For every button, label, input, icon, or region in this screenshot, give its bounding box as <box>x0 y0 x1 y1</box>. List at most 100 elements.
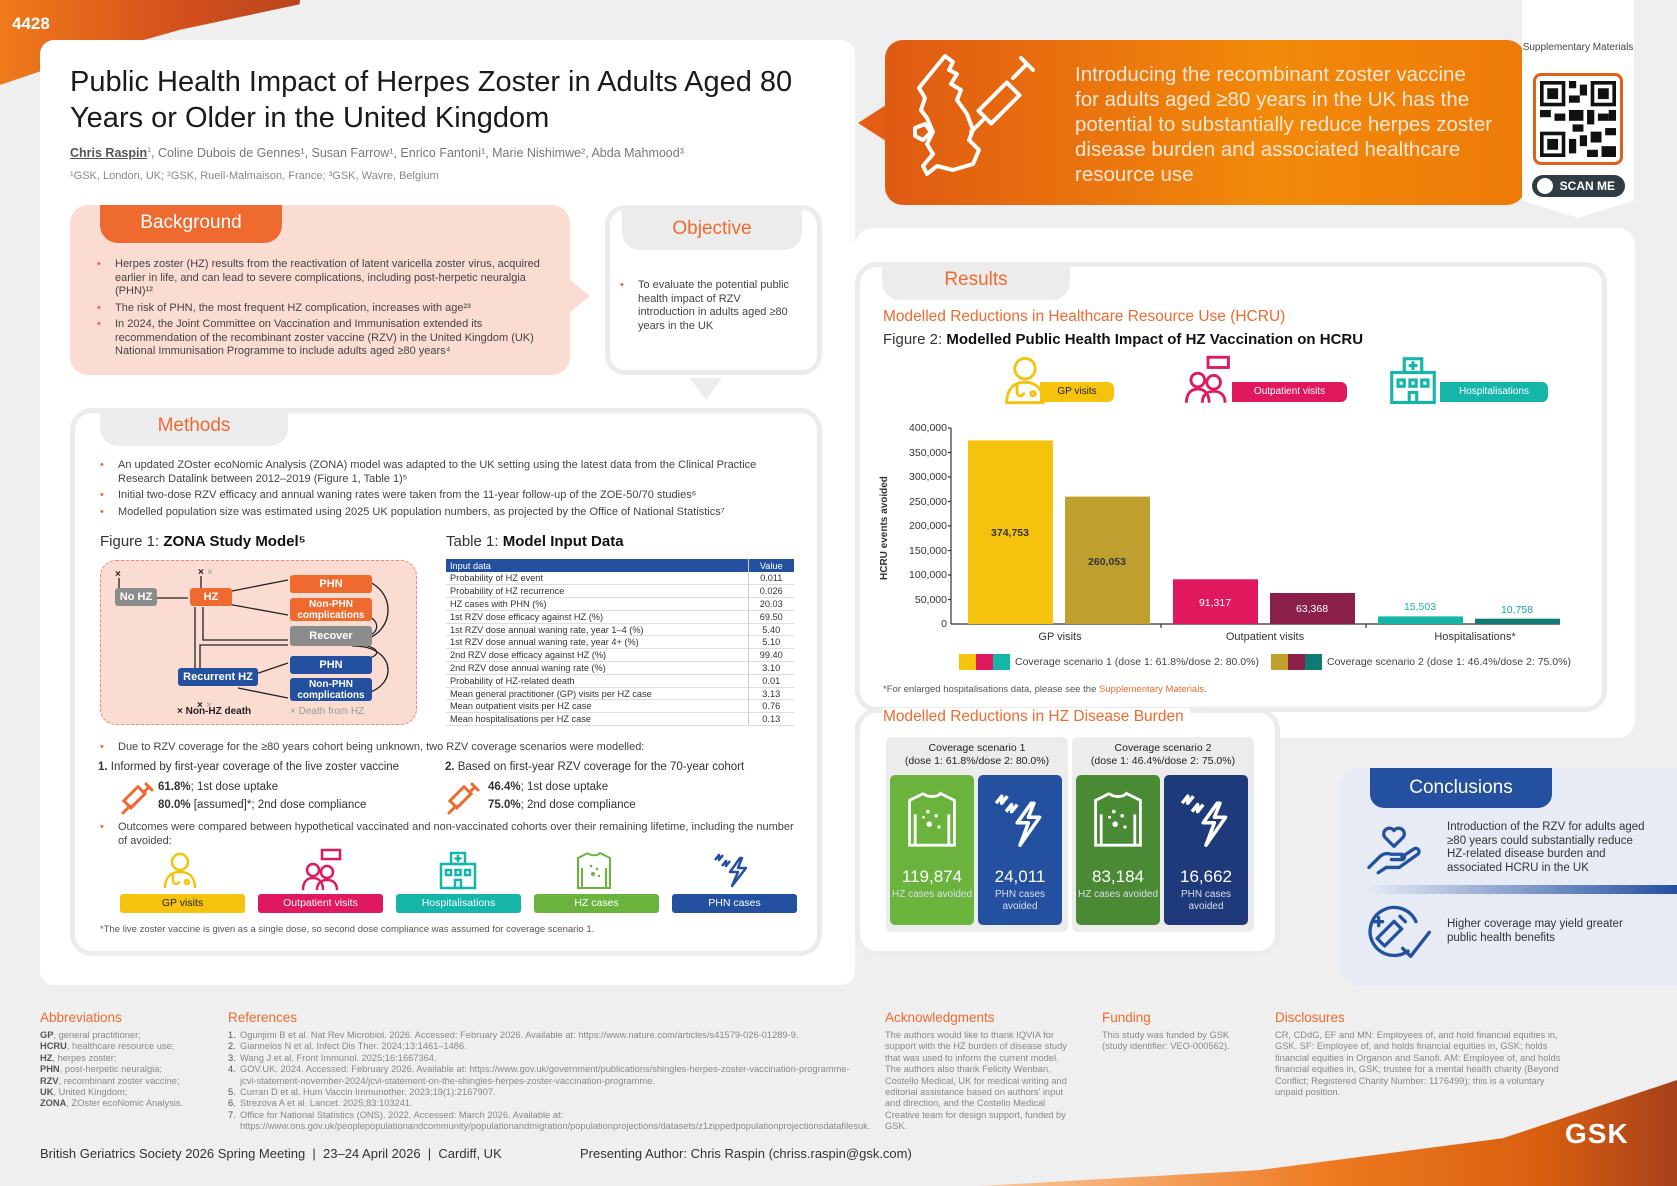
abbreviations-list: GP, general practitioner; HCRU, healthca… <box>40 1030 184 1109</box>
syringe-check-icon <box>1368 905 1431 958</box>
reference-item: 5. Curran D et al. Hum Vaccin Immunother.… <box>228 1087 496 1098</box>
objective-pointer <box>690 378 722 400</box>
scenario-2-dose-2: 75.0%; 2nd dose compliance <box>488 799 636 811</box>
references-list: 1. Ogunjimi B et al. Nat Rev Microbiol. 2… <box>228 1030 870 1133</box>
legend-scenario-2: Coverage scenario 2 (dose 1: 46.4%/dose … <box>1326 656 1571 668</box>
bar-gp-scenario-1 <box>968 440 1053 624</box>
references-heading: References <box>228 1010 298 1025</box>
presenting-author[interactable]: Chris Raspin <box>70 146 148 160</box>
background-bullet: Herpes zoster (HZ) results from the reac… <box>95 258 545 299</box>
conclusions-heading: Conclusions <box>1370 768 1552 808</box>
data-label: 63,368 <box>1295 603 1329 615</box>
data-label: 260,053 <box>1088 556 1126 568</box>
results-heading: Results <box>882 262 1070 300</box>
reference-item: 3. Wang J et al. Front Immunol. 2025;16:1… <box>228 1052 437 1063</box>
methods-footnote: *The live zoster vaccine is given as a s… <box>100 924 595 935</box>
x-axis-category: Hospitalisations* <box>1434 631 1516 643</box>
badge-outpatient-visits: Outpatient visits <box>1232 382 1347 402</box>
hcru-heading: Modelled Reductions in Healthcare Resour… <box>883 308 1286 325</box>
table-row: Mean outpatient visits per HZ case 0.76 <box>446 699 794 714</box>
hz-cases-value: 83,184 <box>1092 867 1144 886</box>
doctor-icon <box>163 852 197 889</box>
hospital-icon <box>439 851 477 890</box>
patients-icon <box>1184 355 1230 403</box>
conference-info: British Geriatrics Society 2026 Spring M… <box>40 1146 502 1161</box>
scan-me-button[interactable]: SCAN ME <box>1532 175 1625 197</box>
qr-code-icon <box>1540 81 1616 157</box>
hospital-icon <box>1390 357 1436 405</box>
lightning-pain-icon <box>994 794 1042 847</box>
y-axis-ticks: 400,000 350,000 300,000 250,000 200,000 … <box>909 422 947 630</box>
methods-bullet: An updated ZOster ecoNomic Analysis (ZON… <box>98 459 798 486</box>
reference-item: 2. Giannelos N et al. Infect Dis Ther. 20… <box>228 1041 467 1052</box>
bar-gp-scenario-2 <box>1065 496 1150 624</box>
badge-hospitalisations: Hospitalisations <box>1440 382 1548 402</box>
methods-heading: Methods <box>100 408 288 446</box>
heart-hand-icon <box>1367 826 1421 875</box>
legend-death-from-hz: × Death from HZ <box>290 706 365 717</box>
coverage-bullet: Due to RZV coverage for the ≥80 years co… <box>98 741 798 758</box>
methods-bullet: Initial two-dose RZV efficacy and annual… <box>98 489 798 503</box>
hz-cases-tile: 83,184 HZ cases avoided <box>1076 775 1160 925</box>
node-recurrent-hz: Recurrent HZ <box>178 668 258 686</box>
table-row: Probability of HZ event 0.011 <box>446 572 794 586</box>
legend-swatch <box>1287 654 1305 670</box>
banner-pointer <box>858 105 886 141</box>
legend-swatch <box>976 654 993 670</box>
objective-heading: Objective <box>622 208 802 250</box>
outcome-hospitalisations: Hospitalisations <box>396 894 521 913</box>
figure1-title: Figure 1: ZONA Study Model⁵ <box>100 533 306 550</box>
data-label: 91,317 <box>1198 597 1232 609</box>
reference-item: 6. Strezova A et al. Lancet. 2025;83:1032… <box>228 1098 413 1109</box>
phn-cases-value: 24,011 <box>994 867 1046 886</box>
table-row: 2nd RZV dose annual waning rate (%) 3.10 <box>446 661 794 675</box>
badge-gp-visits: GP visits <box>1040 382 1114 402</box>
objective-bullets: To evaluate the potential public health … <box>618 279 798 336</box>
lightning-pain-icon <box>1180 794 1228 847</box>
legend-swatch <box>1304 654 1322 670</box>
phn-cases-label: PHN cases avoided <box>994 889 1045 912</box>
model-input-table: Input data Value Probability of HZ event 0… <box>446 559 794 727</box>
bar-outpatient-scenario-2 <box>1270 593 1355 624</box>
key-message-text: Introducing the recombinant zoster vacci… <box>1075 63 1493 186</box>
legend-scenario-1: Coverage scenario 1 (dose 1: 61.8%/dose … <box>1015 656 1259 668</box>
rash-torso-icon <box>577 851 611 889</box>
legend-non-hz-death: × Non-HZ death <box>177 706 252 717</box>
node-non-phn-1: Non-PHN complications <box>290 598 372 621</box>
supplementary-materials-link[interactable]: Supplementary Materials <box>1099 684 1205 695</box>
table-header-row: Input data Value <box>446 559 794 572</box>
methods-bullets: An updated ZOster ecoNomic Analysis (ZON… <box>98 459 798 522</box>
x-axis-category: Outpatient visits <box>1225 631 1305 643</box>
background-pointer <box>568 278 590 314</box>
data-label: 10,758 <box>1500 604 1534 616</box>
table-row: 1st RZV dose annual waning rate, year 1–… <box>446 623 794 637</box>
outcome-phn-cases: PHN cases <box>672 894 797 913</box>
presenting-author-contact[interactable]: Presenting Author: Chris Raspin (chriss.… <box>580 1146 912 1161</box>
background-bullet: The risk of PHN, the most frequent HZ co… <box>95 302 545 316</box>
phn-cases-label: PHN cases avoided <box>1180 889 1231 912</box>
qr-code[interactable] <box>1533 73 1623 165</box>
scenario-2-dose-1: 46.4%; 1st dose uptake <box>488 781 609 793</box>
acknowledgments-text: The authors would like to thank IQVIA fo… <box>885 1030 1067 1132</box>
objective-bullet: To evaluate the potential public health … <box>618 279 798 333</box>
node-hz: HZ <box>190 588 232 606</box>
lightning-pain-icon <box>714 853 748 888</box>
legend-swatch <box>993 654 1010 670</box>
burden-heading: Modelled Reductions in HZ Disease Burden <box>883 708 1190 726</box>
syringe-icon <box>121 782 154 815</box>
table-row: Probability of HZ-related death 0.01 <box>446 674 794 688</box>
syringe-icon <box>447 782 480 815</box>
scenario-2-title: 2. Based on first-year RZV coverage for … <box>445 761 745 773</box>
data-label: 374,753 <box>991 527 1029 539</box>
table-row: HZ cases with PHN (%) 20.03 <box>446 597 794 611</box>
data-label: 15,503 <box>1403 601 1437 613</box>
funding-text: This study was funded by GSK (study iden… <box>1102 1030 1230 1052</box>
patients-icon <box>301 848 342 891</box>
rash-torso-icon <box>1094 791 1142 847</box>
abbreviations-heading: Abbreviations <box>40 1010 122 1025</box>
table-row: Mean general practitioner (GP) visits pe… <box>446 687 794 701</box>
reference-item: 4. GOV.UK. 2024. Accessed: February 2026.… <box>228 1064 850 1086</box>
background-heading: Background <box>100 205 282 243</box>
background-bullets: Herpes zoster (HZ) results from the reac… <box>95 258 545 362</box>
bar-hospitalisation-scenario-2 <box>1475 618 1560 624</box>
